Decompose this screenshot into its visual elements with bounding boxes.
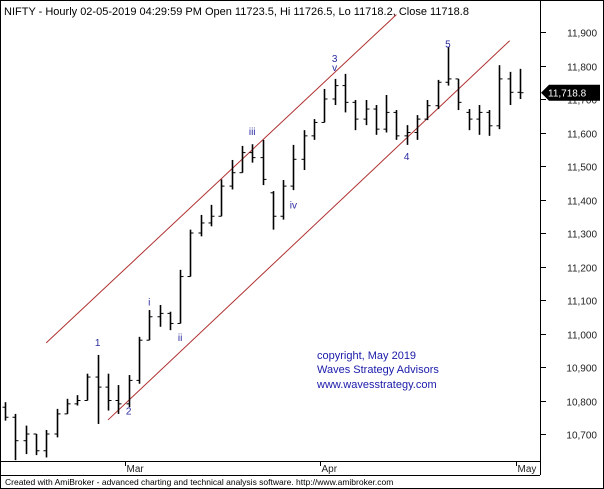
price-bar <box>167 311 174 331</box>
price-bar <box>301 130 308 171</box>
x-tick-label: May <box>518 464 537 475</box>
price-bar <box>363 100 370 126</box>
copyright-line: copyright, May 2019 <box>317 350 416 362</box>
wave-label: 1 <box>95 338 101 349</box>
price-bar <box>321 88 328 123</box>
wave-label: i <box>148 298 150 309</box>
price-bar <box>404 125 411 145</box>
website-line: www.wavesstrategy.com <box>316 379 437 391</box>
y-tick-label: 11,300 <box>567 230 597 241</box>
y-tick-label: 10,700 <box>566 431 597 442</box>
y-tick-label: 11,600 <box>567 130 597 141</box>
price-bar <box>414 115 421 140</box>
y-tick-label: 11,900 <box>567 29 597 40</box>
wave-label: 2 <box>126 407 132 418</box>
price-bar <box>352 100 359 131</box>
price-bar <box>393 110 400 140</box>
price-bar <box>455 78 462 111</box>
wave-label: 5 <box>445 40 451 51</box>
price-bar <box>157 305 164 327</box>
price-bar <box>466 109 473 131</box>
wave-label: 4 <box>404 152 410 163</box>
price-bar <box>445 46 452 86</box>
price-bar <box>332 78 339 106</box>
price-bar <box>249 144 256 163</box>
y-tick-label: 11,000 <box>567 331 597 342</box>
y-tick-label: 11,100 <box>567 297 597 308</box>
price-bar <box>239 145 246 174</box>
price-bar <box>517 68 524 99</box>
last-price-tag: 11,718.8 <box>541 84 600 101</box>
price-bar <box>187 229 194 278</box>
wave-label: iii <box>249 127 256 138</box>
y-tick-label: 11,800 <box>567 63 597 74</box>
price-bar <box>105 373 112 411</box>
price-bar <box>280 180 287 220</box>
y-tick-label: 11,400 <box>567 197 597 208</box>
footer-credit: Created with AmiBroker - advanced charti… <box>5 477 393 487</box>
price-bar <box>218 179 225 217</box>
price-bar <box>208 204 215 227</box>
price-bar <box>74 395 81 406</box>
price-bar <box>476 105 483 135</box>
price-bar <box>33 433 40 456</box>
price-bar <box>383 94 390 133</box>
wave-label: v <box>332 63 337 74</box>
price-bar <box>2 402 9 421</box>
last-price-label: 11,718.8 <box>548 89 587 100</box>
price-bar <box>95 354 102 424</box>
price-bar <box>136 336 143 384</box>
lower-channel-line <box>107 40 511 421</box>
price-bar <box>342 73 349 113</box>
wave-label: ii <box>178 333 182 344</box>
price-bar <box>290 144 297 191</box>
price-bar <box>373 105 380 135</box>
x-tick-label: Mar <box>127 464 145 475</box>
price-bar <box>486 110 493 136</box>
price-bar <box>177 269 184 324</box>
upper-channel-line <box>45 14 397 344</box>
price-bar <box>54 408 61 438</box>
company-line: Waves Strategy Advisors <box>317 364 439 376</box>
wave-label: iv <box>290 201 297 212</box>
y-tick-label: 11,700 <box>567 96 597 107</box>
price-bar <box>126 375 133 408</box>
price-bar <box>198 214 205 237</box>
wave-label: 3 <box>332 54 338 65</box>
price-bar <box>424 100 431 121</box>
y-tick-label: 11,200 <box>567 264 597 275</box>
price-bar <box>146 310 153 341</box>
price-bar <box>260 139 267 186</box>
price-bar <box>270 191 277 230</box>
price-bar <box>84 373 91 401</box>
y-tick-label: 10,800 <box>566 398 597 409</box>
chart-title: NIFTY - Hourly 02-05-2019 04:29:59 PM Op… <box>4 6 469 18</box>
price-bar <box>435 79 442 110</box>
x-tick-label: Apr <box>322 464 338 475</box>
y-tick-label: 10,900 <box>566 364 597 375</box>
price-bar <box>115 385 122 414</box>
price-bar <box>23 425 30 455</box>
price-bar <box>496 65 503 130</box>
price-bar <box>229 159 236 190</box>
price-bar <box>43 429 50 458</box>
price-bar <box>12 413 19 461</box>
copyright-watermark: copyright, May 2019 Waves Strategy Advis… <box>316 350 439 391</box>
price-bar <box>311 119 318 140</box>
y-tick-label: 11,500 <box>567 163 597 174</box>
price-bar <box>507 71 514 106</box>
price-bar <box>64 398 71 415</box>
price-tag-arrow <box>541 84 600 101</box>
